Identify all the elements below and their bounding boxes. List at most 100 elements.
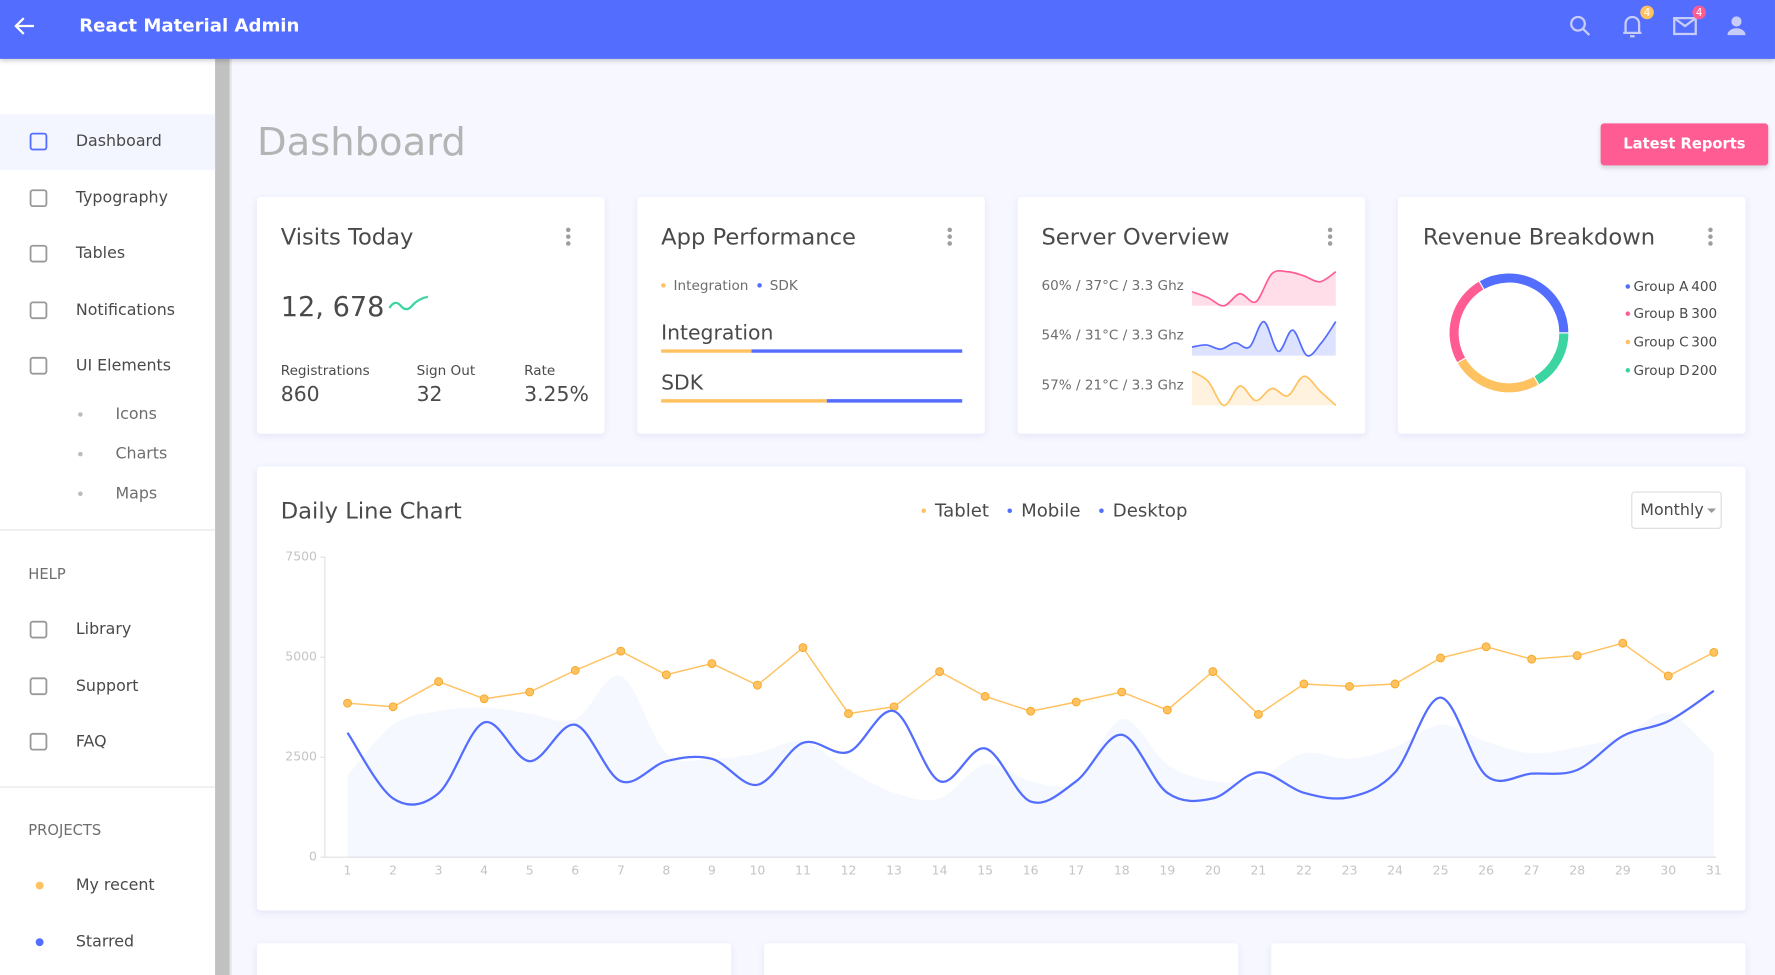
stat-label: Registrations [280,362,370,379]
nav-subitem[interactable]: Icons [115,405,157,424]
x-tick-label: 8 [662,862,670,877]
point [1253,709,1263,719]
y-tick-label: 5000 [285,649,317,664]
line [347,642,1715,716]
header-title: React Material Admin [79,14,300,37]
mail-icon[interactable] [1673,16,1697,36]
stat-label: Sign Out [416,362,476,379]
back-icon[interactable] [14,17,34,35]
visits-value: 12, 678 [280,291,385,323]
point [1162,705,1172,715]
x-tick-label: 1 [344,862,352,877]
donut-segment [1533,332,1570,386]
sparkline [1191,269,1337,307]
select-value[interactable]: Monthly [1640,501,1704,520]
bottom-card [1271,943,1746,975]
x-tick-label: 27 [1524,862,1540,877]
card-menus [566,227,1713,246]
point [1709,647,1719,657]
x-tick-label: 31 [1706,862,1722,877]
legend-label: Group D [1633,362,1690,379]
nav-item[interactable]: Library [75,620,132,639]
section-title: PROJECTS [28,822,102,840]
bullet [78,451,83,457]
legend-label: SDK [769,277,798,294]
nav-icon [29,677,48,696]
donut-segment [1448,280,1485,364]
legend-value: 300 [1691,334,1718,350]
card-title: Visits Today [280,223,414,251]
nav-item[interactable]: FAQ [75,732,107,751]
x-tick-label: 14 [932,862,948,877]
stat-value: 3.25% [524,382,589,407]
nav-item[interactable]: Dashboard [75,132,162,151]
nav-item[interactable]: Starred [75,933,135,952]
point [1572,651,1582,660]
server-label: 60% / 37°C / 3.3 Ghz [1041,277,1184,294]
legend-dot [757,283,762,288]
nav-item[interactable]: UI Elements [75,356,172,375]
sparkline [1191,320,1337,357]
x-tick-label: 19 [1159,862,1175,877]
point [753,680,762,690]
point [616,646,626,656]
nav-item[interactable]: Support [75,677,139,696]
nav-item[interactable]: Tables [75,244,126,263]
nav-subitem[interactable]: Maps [115,484,158,503]
nav-item[interactable]: Notifications [75,301,176,320]
legend-label: Desktop [1112,499,1188,521]
legend-dot [1007,508,1013,513]
sparkline-area [1191,270,1336,306]
x-tick-label: 5 [526,862,534,877]
server-card [1017,197,1366,434]
point [388,702,398,712]
y-tick-label: 7500 [285,549,317,564]
legend-label: Tablet [935,499,989,521]
nav-item[interactable]: My recent [75,876,155,895]
x-tick-label: 28 [1569,862,1585,877]
point [1436,653,1445,663]
nav-icon [29,301,48,320]
point [1481,642,1491,652]
bullet [78,412,83,417]
search-icon[interactable] [1570,15,1586,32]
select[interactable] [1631,491,1722,529]
server-label: 54% / 31°C / 3.3 Ghz [1041,327,1184,344]
nav-item[interactable]: Typography [75,189,168,208]
x-tick-label: 4 [480,862,488,877]
project-dot [35,881,44,890]
progress-label: Integration [661,321,774,346]
x-tick-label: 2 [389,862,397,877]
x-tick-label: 15 [977,862,993,877]
legend-dot [1625,339,1631,345]
select-caret [1707,508,1717,513]
point [661,670,671,680]
point [1345,681,1354,691]
bell-icon[interactable] [1623,15,1642,38]
point [1390,679,1400,689]
line [346,689,1715,806]
donut-segment [1478,272,1570,334]
selected-row [0,114,216,170]
button[interactable]: Latest Reports [1600,123,1769,166]
badge-count: 4 [1644,8,1650,19]
user-icon[interactable] [1731,16,1742,27]
point [844,709,853,719]
x-tick-label: 9 [708,862,716,877]
point [1026,706,1036,716]
y-tick-label: 2500 [285,749,317,764]
progress-label: SDK [661,371,704,396]
x-tick-label: 25 [1433,862,1449,877]
badge-count: 4 [1696,8,1702,19]
visits-card [256,197,605,434]
nav-subitem[interactable]: Charts [115,445,168,464]
legend-dot [1625,368,1631,373]
project-dot [35,938,44,947]
legend-label: Integration [673,277,749,294]
scrollbar [215,58,230,975]
legend-value: 400 [1691,278,1718,295]
point [980,691,990,701]
x-tick-label: 16 [1023,862,1039,877]
